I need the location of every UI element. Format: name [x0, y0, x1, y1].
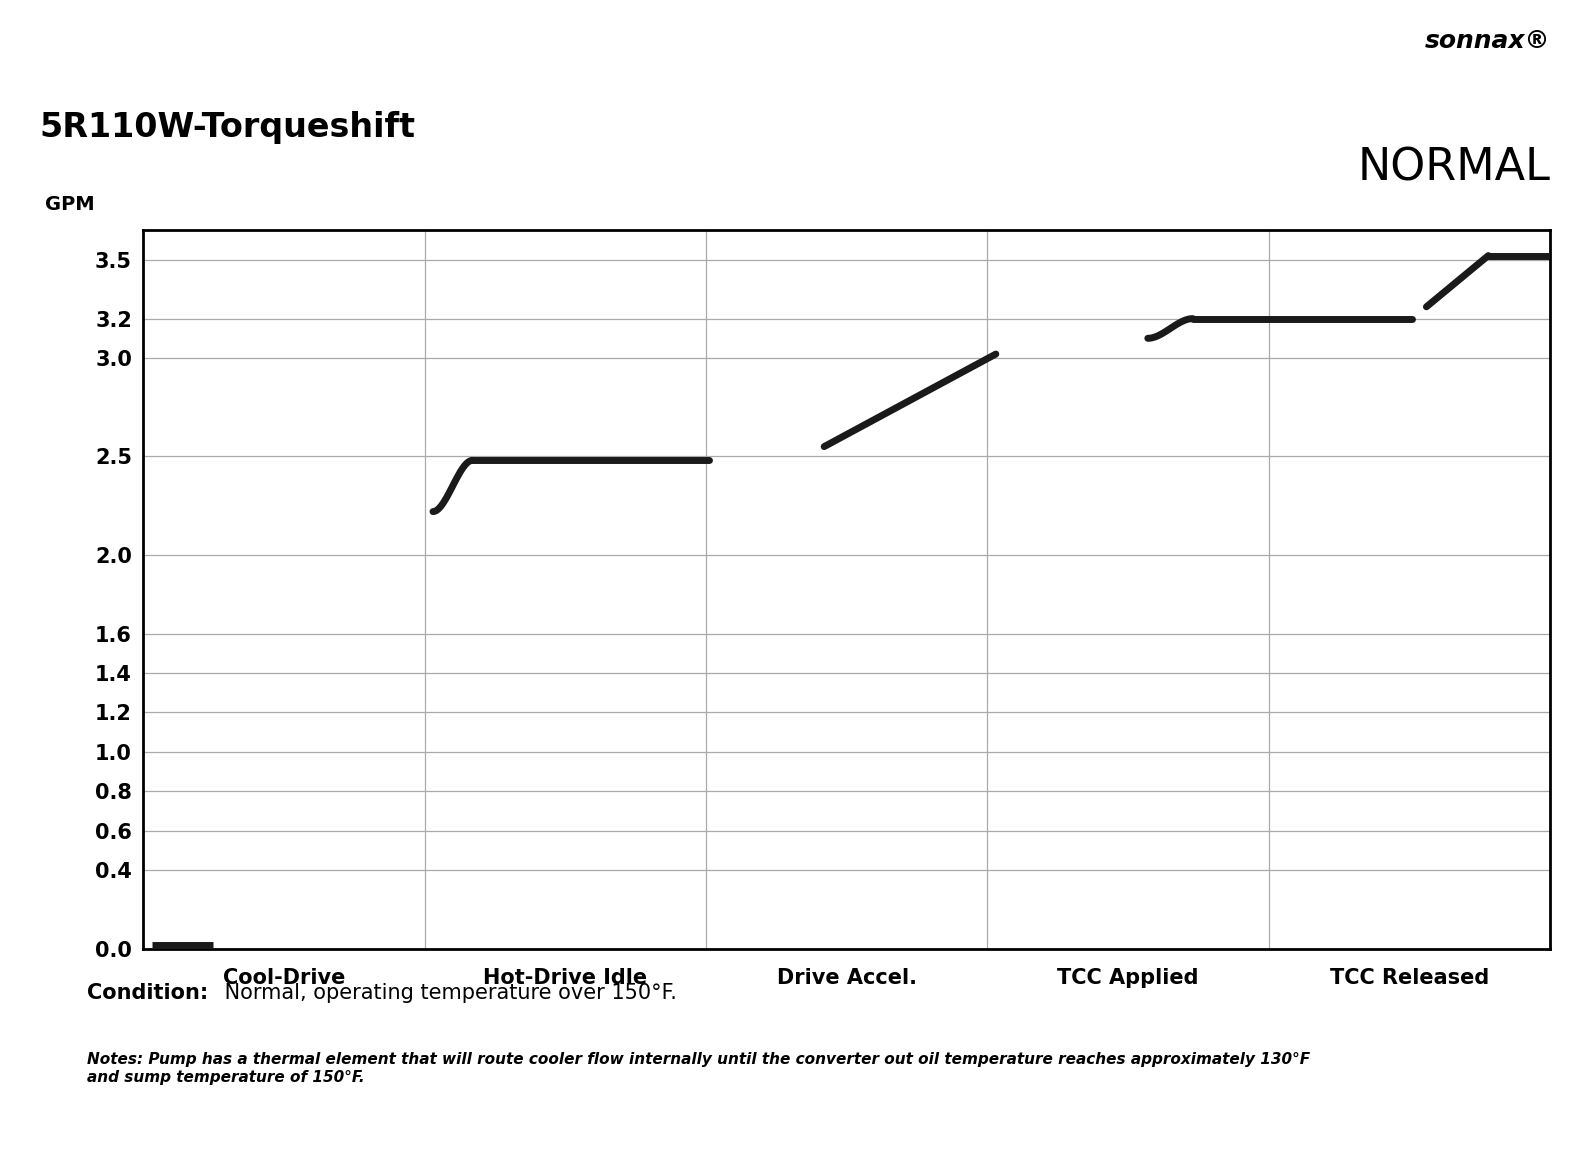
- Text: sonnax®: sonnax®: [1425, 29, 1550, 53]
- Text: Notes: Pump has a thermal element that will route cooler flow internally until t: Notes: Pump has a thermal element that w…: [87, 1052, 1310, 1084]
- Text: Normal, operating temperature over 150°F.: Normal, operating temperature over 150°F…: [218, 983, 677, 1003]
- Text: 5R110W-Torqueshift: 5R110W-Torqueshift: [40, 110, 415, 144]
- Text: GPM: GPM: [45, 196, 94, 214]
- Text: NORMAL: NORMAL: [1358, 147, 1550, 190]
- Text: Condition:: Condition:: [87, 983, 208, 1003]
